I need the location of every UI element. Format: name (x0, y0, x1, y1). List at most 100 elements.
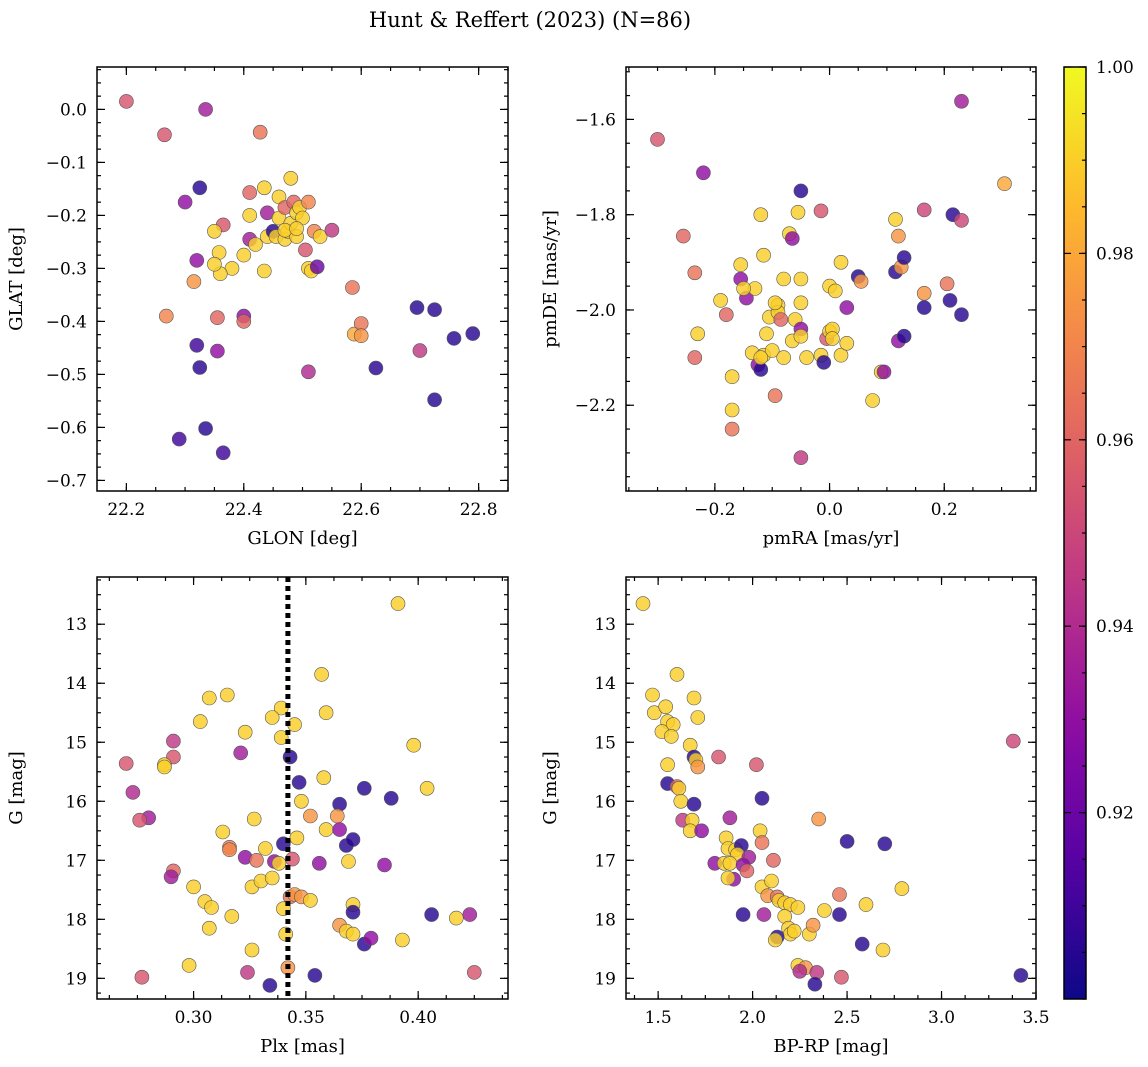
data-point (202, 920, 217, 936)
axes-frame (96, 576, 509, 1000)
data-point (283, 171, 299, 186)
data-point (132, 812, 147, 828)
data-point (759, 326, 774, 342)
data-point (363, 930, 379, 946)
y-tick-label: 0.0 (60, 100, 87, 120)
x-tick-label: 2.0 (739, 1008, 766, 1028)
data-point (204, 900, 219, 915)
data-point (262, 978, 278, 993)
data-point (134, 969, 150, 985)
data-point (312, 229, 328, 244)
data-point (916, 202, 932, 218)
data-point (252, 124, 268, 140)
data-point (663, 729, 679, 744)
data-point (635, 596, 651, 611)
data-point (939, 276, 955, 292)
data-point (896, 328, 912, 344)
panel-sky: 22.2 22.4 22.6 22.8 0.0 −0.1 −0.2 −0.3 −0.4 −0.5 −… (6, 66, 509, 549)
data-point (356, 780, 372, 796)
y-tick-label: 13 (65, 615, 87, 635)
data-point (207, 256, 222, 272)
x-tick-label: 22.4 (225, 500, 263, 520)
y-tick-label: −0.2 (46, 206, 87, 226)
data-point (839, 335, 855, 351)
data-point (876, 364, 892, 380)
data-point (942, 293, 958, 308)
data-point (215, 824, 231, 840)
data-point (825, 331, 840, 346)
colorbar-tick-label: 1.00 (1096, 58, 1134, 78)
data-point (786, 923, 802, 939)
data-point (793, 271, 809, 287)
data-point (249, 852, 264, 868)
data-point (766, 852, 781, 868)
data-point (853, 274, 869, 289)
y-tick-label: −0.6 (46, 418, 87, 438)
data-point (368, 360, 384, 376)
data-point (767, 388, 783, 404)
x-tick-label: 22.2 (107, 500, 145, 520)
data-point (256, 263, 272, 279)
axes-frame (625, 66, 1037, 492)
data-point (353, 328, 369, 344)
data-point (314, 667, 329, 682)
data-point (409, 300, 425, 315)
data-point (236, 247, 252, 263)
data-point (189, 253, 205, 268)
data-point (754, 835, 770, 850)
data-point (675, 228, 691, 244)
y-tick-label: 19 (594, 969, 616, 989)
data-point (805, 917, 821, 933)
x-tick-label: 22.6 (342, 500, 380, 520)
colorbar: 0.92 0.94 0.96 0.98 1.00 (1063, 58, 1134, 1000)
data-point (894, 881, 910, 896)
data-point (720, 870, 736, 886)
data-point (159, 308, 174, 324)
data-point (285, 851, 300, 867)
data-point (858, 897, 874, 912)
y-tick-label: 16 (65, 792, 87, 812)
data-point (273, 730, 289, 745)
y-tick-label: −2.0 (575, 301, 616, 321)
data-point (119, 94, 134, 109)
data-point (673, 793, 689, 809)
data-point (427, 392, 442, 408)
data-point (799, 350, 814, 365)
data-point (248, 237, 263, 252)
colorbar-tick-label: 0.94 (1096, 617, 1134, 637)
data-point (118, 756, 134, 771)
panel-proper-motion: −0.2 0.0 0.2 −1.6 −1.8 −2.0 −2.2 pmRA [mas/yr] p… (540, 66, 1037, 549)
data-point (669, 667, 685, 682)
data-point (645, 687, 660, 703)
data-point (718, 307, 734, 323)
data-point (671, 780, 687, 796)
y-tick-label: 14 (594, 674, 616, 694)
data-point (832, 887, 847, 902)
data-point (424, 907, 439, 922)
data-point (316, 770, 332, 786)
data-point (189, 337, 205, 353)
data-point (793, 450, 809, 466)
data-point (345, 926, 361, 942)
x-tick-label: 3.0 (928, 1008, 955, 1028)
data-point (324, 222, 340, 238)
data-point (764, 343, 780, 358)
colorbar-tick-label: 0.98 (1096, 244, 1134, 264)
data-point (832, 907, 847, 922)
data-point (784, 231, 800, 246)
data-point (233, 745, 248, 761)
data-point (294, 793, 309, 809)
data-point (298, 242, 313, 258)
data-point (237, 724, 253, 740)
data-point (690, 759, 706, 775)
data-point (753, 350, 769, 365)
data-point (303, 808, 318, 824)
data-point (736, 281, 751, 296)
data-point (244, 942, 260, 958)
data-point (754, 790, 770, 806)
data-point (353, 316, 369, 331)
data-point (807, 976, 823, 992)
data-point (210, 310, 225, 326)
data-point (792, 963, 808, 979)
